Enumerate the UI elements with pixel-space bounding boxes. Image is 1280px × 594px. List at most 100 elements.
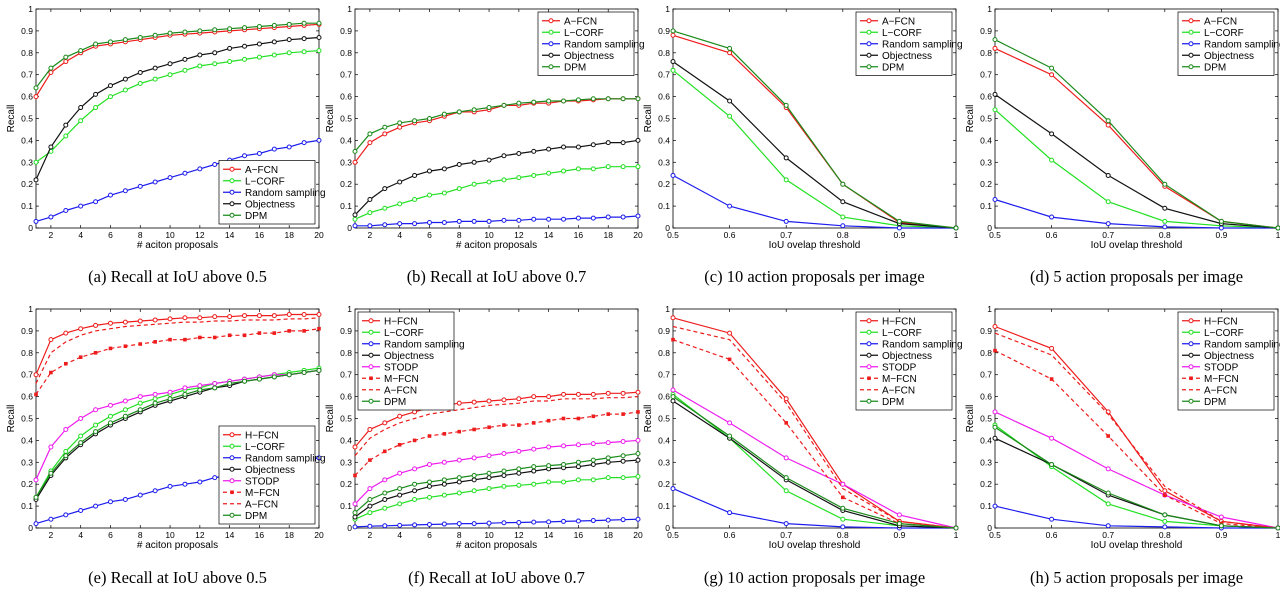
y-tick-label: 0.9 (340, 26, 352, 36)
data-point (182, 170, 188, 176)
data-point (63, 330, 69, 336)
series-line (354, 98, 638, 152)
data-point (122, 398, 128, 404)
series-objectness (352, 137, 641, 218)
x-tick-label: 2 (368, 230, 373, 240)
y-tick-label: 0.4 (340, 435, 352, 445)
data-point (1162, 205, 1168, 211)
data-point (412, 488, 418, 494)
data-point (397, 501, 403, 507)
x-tick-label: 0.8 (1159, 230, 1171, 240)
data-point (352, 159, 358, 165)
data-point (456, 457, 462, 463)
data-point (107, 420, 113, 426)
data-point (456, 186, 462, 192)
data-point (227, 59, 233, 65)
series-line (994, 93, 1279, 229)
data-point (93, 429, 99, 435)
data-point (605, 455, 611, 461)
data-point (78, 355, 83, 359)
data-point (382, 222, 388, 228)
y-tick-label: 1 (665, 304, 670, 314)
data-point (48, 470, 54, 476)
data-point (441, 166, 447, 172)
data-point (442, 432, 447, 436)
data-point (182, 315, 188, 321)
series-dpm (352, 96, 641, 154)
data-point (412, 118, 418, 124)
x-tick-label: 14 (544, 530, 554, 540)
data-point (575, 477, 581, 483)
data-point (137, 183, 143, 189)
legend-marker (548, 41, 554, 47)
y-tick-label: 0.6 (21, 392, 33, 402)
data-point (301, 49, 307, 55)
legend-label: A−FCN (882, 385, 915, 396)
data-point (783, 218, 789, 224)
data-point (727, 113, 733, 119)
x-tick-label: 10 (484, 230, 494, 240)
data-point (516, 175, 522, 181)
data-point (546, 463, 552, 469)
data-point (49, 370, 53, 375)
y-tick-label: 0.2 (658, 179, 670, 189)
series-objectness (33, 34, 322, 183)
chart-caption: (b) Recall at IoU above 0.7 (407, 267, 587, 286)
series-line (354, 452, 639, 514)
legend-label: Random sampling (245, 453, 326, 464)
data-point (93, 199, 99, 205)
series-line (994, 505, 1278, 529)
data-point (620, 475, 626, 481)
data-point (441, 190, 447, 196)
data-point (301, 20, 307, 26)
data-point (992, 107, 998, 113)
series-line (354, 396, 639, 457)
data-point (107, 192, 113, 198)
chart-5: 00.10.20.30.40.50.60.70.80.912 4 6 8 10 12 14 1… (325, 304, 643, 587)
data-point (620, 458, 626, 464)
data-point (516, 217, 522, 223)
y-tick-label: 0.9 (21, 26, 33, 36)
legend-marker (1188, 318, 1194, 324)
x-tick-label: 18 (603, 230, 613, 240)
y-tick-label: 0.9 (980, 26, 992, 36)
chart-caption: (e) Recall at IoU above 0.5 (88, 568, 267, 587)
data-point (472, 427, 476, 432)
data-point (316, 20, 322, 26)
chart-0: 00.10.20.30.40.50.60.70.80.912 4 6 8 10 12 14 1… (6, 4, 326, 286)
data-point (352, 524, 358, 530)
data-point (841, 495, 845, 500)
y-tick-label: 0.2 (340, 479, 352, 489)
legend-label: Random sampling (564, 39, 645, 50)
data-point (783, 475, 789, 481)
y-tick-label: 0.1 (658, 501, 670, 511)
x-tick-label: 2 (49, 230, 54, 240)
data-point (516, 396, 522, 402)
data-point (1275, 225, 1280, 231)
data-point (316, 455, 322, 461)
data-point (501, 177, 507, 183)
y-tick-label: 0.8 (21, 48, 33, 58)
data-point (531, 468, 537, 474)
data-point (561, 443, 567, 449)
y-tick-label: 0.4 (21, 135, 33, 145)
x-axis-label: # aciton proposals (137, 540, 218, 551)
legend-marker (229, 478, 235, 484)
y-tick-label: 0.5 (980, 414, 992, 424)
legend-marker (1188, 364, 1194, 370)
legend-marker (229, 166, 235, 172)
data-point (561, 479, 567, 485)
series-dpm (352, 451, 641, 516)
series-line (994, 109, 1279, 229)
data-point (516, 466, 522, 472)
data-point (63, 207, 69, 213)
data-point (635, 451, 641, 457)
data-point (606, 412, 611, 416)
series-line (354, 411, 639, 476)
data-point (546, 418, 551, 423)
data-point (352, 148, 358, 154)
data-point (953, 225, 959, 231)
data-point (412, 172, 418, 178)
